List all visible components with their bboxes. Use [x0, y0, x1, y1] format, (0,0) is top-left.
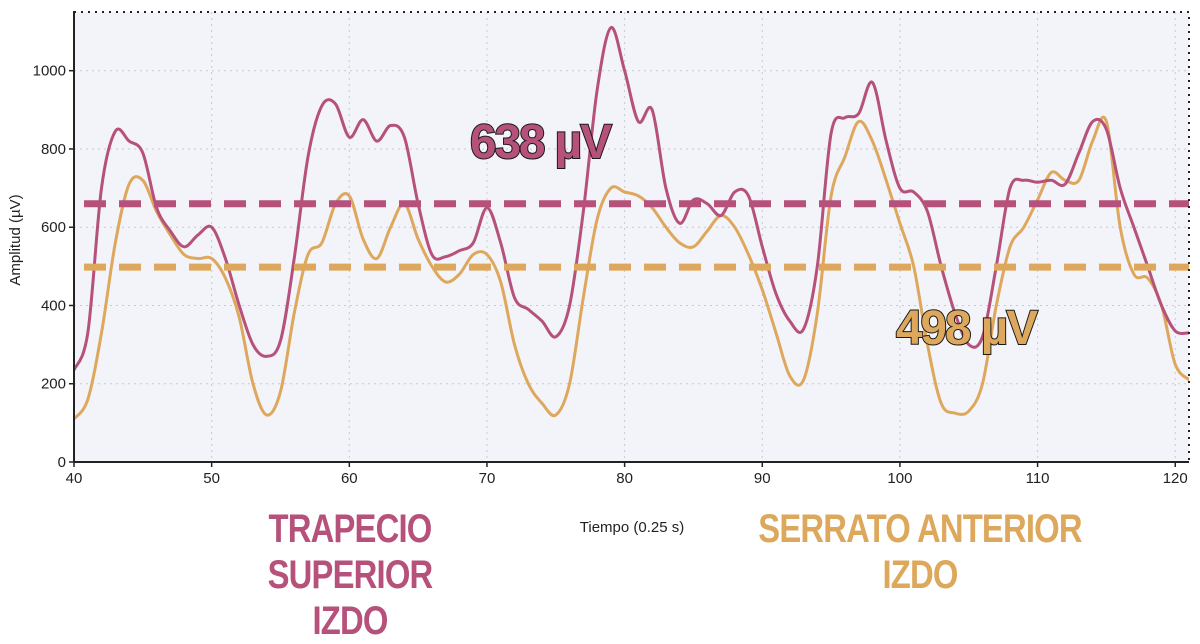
- x-tick-label: 60: [341, 470, 358, 487]
- y-tick-label: 400: [41, 297, 66, 314]
- plot-area: [74, 12, 1189, 462]
- y-tick-label: 800: [41, 141, 66, 158]
- y-tick-label: 200: [41, 376, 66, 393]
- x-tick-label: 70: [479, 470, 496, 487]
- series-title-trapecio: TRAPECIO SUPERIOR IZDO: [186, 506, 514, 644]
- series-line-serrato: [74, 115, 1189, 421]
- y-tick-label: 0: [58, 454, 66, 471]
- series-title-line: TRAPECIO SUPERIOR: [267, 507, 434, 597]
- x-axis-title: Tiempo (0.25 s): [580, 519, 684, 536]
- mean-lines: [84, 200, 1189, 271]
- y-axis-ticks: 0 200 400 600 800 1000: [33, 63, 74, 471]
- emg-amplitude-chart: 40 50 60 70 80 90 100 110 120 02004006008001000 …: [7, 11, 1190, 536]
- series-title-line: IZDO: [312, 599, 388, 643]
- x-tick-label: 90: [754, 470, 771, 487]
- series-layer: [74, 26, 1189, 421]
- axes: [73, 12, 1189, 463]
- x-tick-label: 40: [66, 470, 83, 487]
- x-tick-label: 110: [1026, 470, 1050, 487]
- mean-label-serrato: 498 µV: [896, 302, 1038, 355]
- mean-label-trapecio: 638 µV: [470, 116, 612, 169]
- x-axis-ticks: 40 50 60 70 80 90 100 110 120: [66, 462, 1188, 487]
- x-tick-label: 50: [203, 470, 220, 487]
- series-line-trapecio: [74, 26, 1189, 372]
- x-tick-label: 80: [616, 470, 633, 487]
- mean-value-labels: 638 µV 498 µV: [469, 115, 1041, 356]
- y-tick-label: 1000: [33, 63, 66, 80]
- series-title-serrato: SERRATO ANTERIOR IZDO: [756, 506, 1084, 598]
- y-axis-title: Amplitud (µV): [7, 194, 24, 285]
- series-title-line: IZDO: [882, 553, 958, 597]
- x-tick-label: 120: [1163, 470, 1188, 487]
- series-title-line: SERRATO ANTERIOR: [758, 507, 1082, 551]
- y-tick-label: 600: [41, 219, 66, 236]
- x-tick-label: 100: [887, 470, 912, 487]
